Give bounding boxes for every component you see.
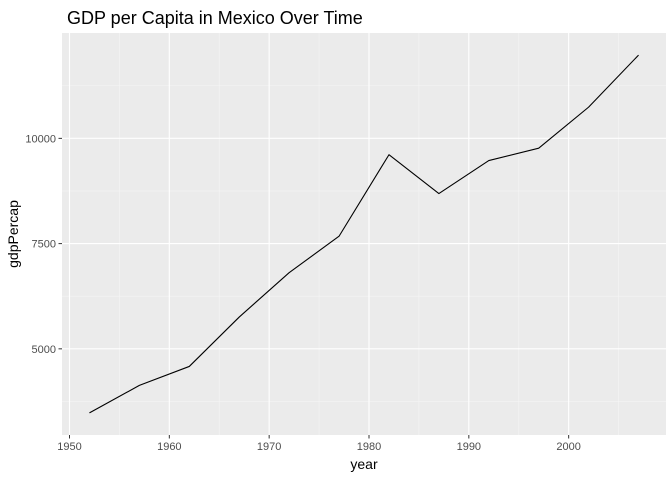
minor-gridlines <box>62 33 666 435</box>
x-axis: 1950 1960 1970 1980 1990 2000 <box>57 435 581 453</box>
y-axis-title: gdpPercap <box>5 200 21 268</box>
x-axis-title: year <box>350 456 378 472</box>
y-tick-label: 5000 <box>32 344 56 356</box>
chart-title: GDP per Capita in Mexico Over Time <box>67 8 363 28</box>
x-tick-label: 1960 <box>157 441 181 453</box>
y-tick-label: 7500 <box>32 239 56 251</box>
y-tick-label: 10000 <box>25 133 56 145</box>
x-tick-label: 2000 <box>556 441 580 453</box>
x-tick-label: 1950 <box>57 441 81 453</box>
series-layer <box>89 54 639 414</box>
x-tick-label: 1970 <box>257 441 281 453</box>
gdp-series-line <box>89 54 639 414</box>
x-tick-label: 1990 <box>457 441 481 453</box>
major-gridlines <box>62 33 666 435</box>
x-tick-label: 1980 <box>357 441 381 453</box>
plot-panel <box>62 33 666 435</box>
y-axis: 5000 7500 10000 <box>25 133 62 356</box>
